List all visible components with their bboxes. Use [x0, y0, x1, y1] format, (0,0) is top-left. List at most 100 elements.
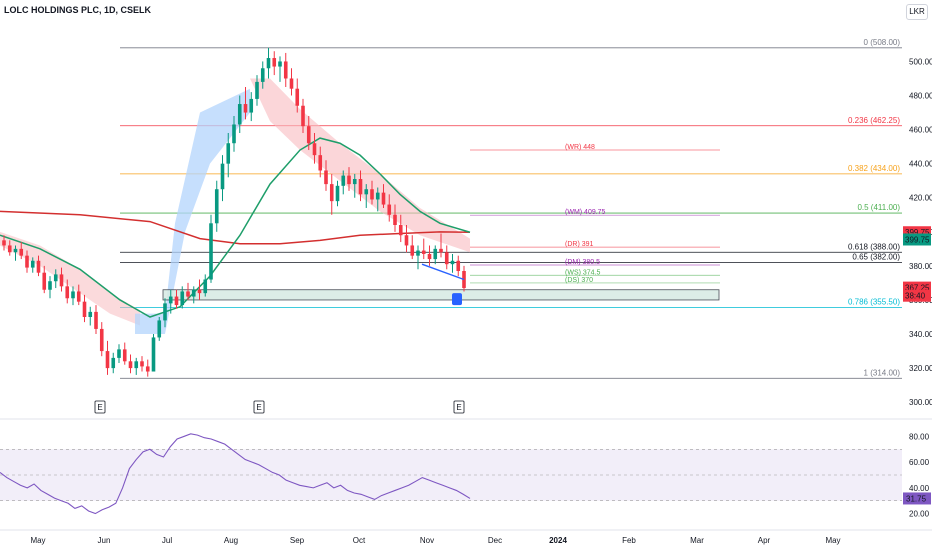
fib-level-label: 0.618 (388.00): [848, 242, 900, 251]
candle-body: [427, 253, 432, 260]
cloud-area: [250, 78, 470, 253]
fib-level-label: 0 (508.00): [864, 38, 901, 47]
time-tick-label: Mar: [690, 536, 704, 545]
candle-body: [99, 328, 104, 352]
rsi-value-label: 31.75: [906, 494, 927, 503]
candle-body: [94, 311, 98, 329]
pivot-level-label: (DS) 370: [565, 277, 593, 284]
candle-body: [163, 303, 167, 321]
candle-body: [59, 274, 64, 287]
candle-body: [209, 223, 213, 280]
price-tick-label: 500.00: [909, 57, 932, 66]
candle-body: [439, 248, 443, 253]
fib-level-label: 0.65 (382.00): [852, 252, 900, 261]
earnings-marker[interactable]: [253, 400, 265, 414]
candle-body: [71, 291, 75, 299]
candle-body: [306, 126, 311, 144]
candle-body: [82, 301, 87, 317]
time-tick-label: Feb: [622, 536, 636, 545]
candle-body: [456, 260, 461, 271]
candle-body: [381, 192, 386, 205]
fib-level-label: 1 (314.00): [864, 368, 901, 377]
price-badge: [903, 233, 931, 246]
price-tick-label: 460.00: [909, 126, 932, 135]
price-badge-label: 399.75: [905, 235, 930, 244]
price-badge: [903, 289, 931, 302]
price-tick-label: 340.00: [909, 330, 932, 339]
candle-body: [237, 104, 242, 125]
time-tick-label: Apr: [758, 536, 771, 545]
candle-body: [450, 260, 455, 265]
price-tick-label: 300.00: [909, 398, 932, 407]
time-tick-label: May: [30, 536, 45, 545]
candle-body: [19, 248, 24, 256]
fib-level-label: 0.382 (434.00): [848, 164, 900, 173]
candle-body: [243, 104, 248, 113]
candle-body: [203, 279, 208, 294]
candle-body: [347, 175, 351, 185]
candle-body: [25, 255, 29, 268]
candle-body: [220, 163, 225, 190]
candle-body: [214, 189, 219, 224]
candle-body: [352, 179, 357, 185]
candle-body: [266, 58, 271, 69]
time-tick-label: Jun: [98, 536, 111, 545]
candle-body: [375, 192, 380, 200]
time-tick-label: May: [825, 536, 840, 545]
time-tick-label: Sep: [290, 536, 305, 545]
candle-body: [421, 250, 426, 254]
pivot-level-label: (WR) 448: [565, 144, 595, 151]
candle-body: [122, 349, 127, 362]
trend-line[interactable]: [421, 263, 465, 281]
time-tick-label: Jul: [162, 536, 172, 545]
earnings-marker-label: E: [456, 403, 461, 412]
candle-body: [76, 291, 81, 302]
candle-body: [358, 179, 363, 195]
rsi-tick-label: 60.00: [909, 458, 930, 467]
candle-body: [140, 361, 144, 367]
price-badge-label: 367.25: [905, 284, 930, 293]
candle-body: [318, 155, 323, 171]
earnings-marker-label: E: [97, 403, 102, 412]
rsi-line: [0, 433, 471, 515]
candle-body: [191, 289, 196, 297]
candle-body: [272, 58, 277, 67]
candle-body: [168, 296, 173, 304]
price-tick-label: 420.00: [909, 194, 932, 203]
earnings-marker[interactable]: [94, 400, 106, 414]
demand-zone-box[interactable]: [162, 289, 720, 301]
fib-level-label: 0.236 (462.25): [848, 116, 900, 125]
alert-marker[interactable]: [452, 293, 462, 306]
candle-body: [404, 235, 409, 246]
candle-body: [341, 175, 346, 186]
earnings-marker[interactable]: [453, 400, 465, 414]
candle-body: [88, 311, 93, 317]
candle-body: [7, 245, 12, 253]
rsi-tick-label: 20.00: [909, 510, 930, 519]
price-badge-label: 399.75: [905, 228, 930, 237]
candle-body: [42, 272, 47, 290]
chart-title: LOLC HOLDINGS PLC, 1D, CSELK: [4, 5, 152, 15]
candle-body: [65, 286, 70, 299]
candle-body: [13, 248, 18, 253]
pivot-level-label: (WM) 409.75: [565, 209, 606, 216]
cloud-area: [0, 231, 140, 326]
candle-body: [410, 245, 415, 256]
price-badge-label: 38:40: [905, 292, 926, 301]
candle-body: [226, 143, 231, 164]
candle-body: [145, 366, 150, 372]
candle-body: [416, 250, 420, 256]
candle-body: [444, 252, 449, 265]
fib-level-label: 0.5 (411.00): [857, 203, 900, 212]
time-tick-label: Aug: [224, 536, 238, 545]
candle-body: [186, 291, 190, 297]
price-tick-label: 440.00: [909, 160, 932, 169]
currency-selector[interactable]: LKR: [906, 4, 928, 20]
candle-body: [30, 260, 35, 268]
candle-body: [53, 274, 58, 282]
time-tick-label: 2024: [549, 536, 567, 545]
candle-body: [398, 225, 403, 236]
candle-body: [2, 240, 6, 246]
price-tick-label: 320.00: [909, 364, 932, 373]
